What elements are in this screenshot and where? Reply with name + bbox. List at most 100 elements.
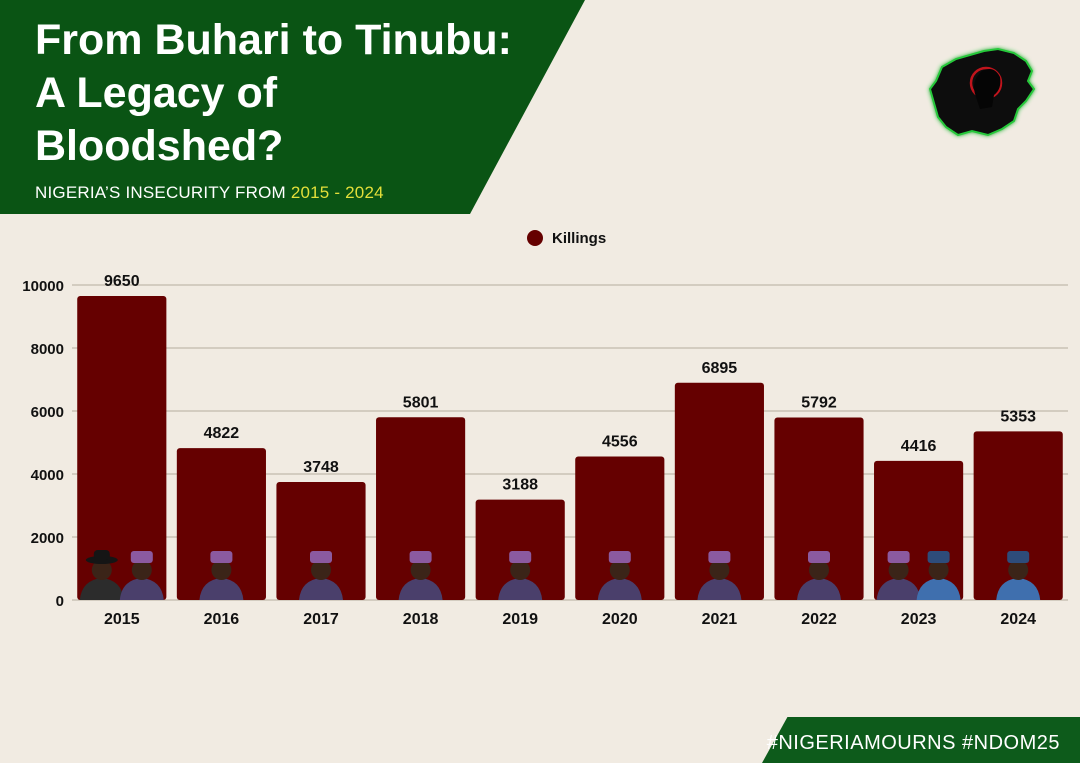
bar xyxy=(774,417,864,600)
data-label: 4556 xyxy=(602,433,638,450)
portrait-body xyxy=(597,578,642,600)
portrait-head xyxy=(211,560,232,580)
y-tick-label: 8000 xyxy=(31,341,64,358)
bar xyxy=(376,417,466,600)
bar xyxy=(874,460,964,600)
subtitle-prefix: NIGERIA’S INSECURITY FROM xyxy=(35,183,291,202)
data-label: 5353 xyxy=(1000,408,1036,425)
data-label: 9650 xyxy=(104,273,140,290)
y-tick-label: 4000 xyxy=(31,467,64,484)
portrait-head xyxy=(131,560,152,580)
portrait-body xyxy=(119,578,164,600)
data-label: 4416 xyxy=(901,438,937,455)
portrait-head xyxy=(609,560,630,580)
head-profile xyxy=(974,69,1001,109)
page-title: From Buhari to Tinubu: A Legacy of Blood… xyxy=(35,16,512,170)
legend-label: Killings xyxy=(552,230,606,247)
portrait-body xyxy=(498,578,543,600)
portrait-body xyxy=(697,578,742,600)
portrait-body xyxy=(199,578,244,600)
bar xyxy=(176,448,266,600)
x-tick-label: 2017 xyxy=(303,611,339,628)
bar xyxy=(276,481,366,600)
x-tick-label: 2015 xyxy=(104,611,140,628)
portrait-cap xyxy=(887,551,910,563)
y-tick-label: 2000 xyxy=(31,530,64,547)
data-label: 3748 xyxy=(303,459,339,476)
killings-bar-chart: Killings 0 2000 4000 6000 8000 10000 9650 4822… xyxy=(22,230,1068,628)
bar xyxy=(575,456,665,600)
portrait-cap xyxy=(509,551,532,563)
y-axis: 0 2000 4000 6000 8000 10000 xyxy=(22,278,64,610)
x-tick-label: 2021 xyxy=(702,611,738,628)
portrait-cap xyxy=(409,551,432,563)
portrait-body xyxy=(876,578,921,600)
portrait-buhari xyxy=(797,551,841,600)
portrait-body xyxy=(916,578,961,600)
bar xyxy=(475,499,565,600)
portrait-head xyxy=(809,560,829,580)
portrait-head xyxy=(510,560,531,580)
portrait-buhari xyxy=(119,551,164,600)
x-tick-label: 2024 xyxy=(1000,611,1036,628)
portrait-head xyxy=(91,560,112,580)
portrait-cap xyxy=(130,551,153,563)
chart-bars xyxy=(77,296,1063,600)
portrait-buhari xyxy=(299,551,343,600)
banner-shape xyxy=(0,0,585,214)
portrait-jonathan xyxy=(79,550,124,600)
portrait-head xyxy=(311,560,331,580)
legend-swatch xyxy=(527,230,543,246)
page-subtitle: NIGERIA’S INSECURITY FROM 2015 - 2024 xyxy=(35,183,384,203)
portrait-buhari xyxy=(876,551,921,600)
portrait-body xyxy=(79,578,124,600)
title-box: From Buhari to Tinubu: A Legacy of Blood… xyxy=(35,14,575,173)
portrait-head xyxy=(928,560,949,580)
subtitle-years: 2015 - 2024 xyxy=(290,183,384,202)
portrait-head xyxy=(1008,560,1029,580)
y-tick-label: 0 xyxy=(56,593,64,610)
x-axis: 2015 2016 2017 2018 2019 2020 2021 2022 2023 2024 xyxy=(104,611,1036,628)
data-label: 6895 xyxy=(702,360,738,377)
data-label: 5792 xyxy=(801,395,837,412)
data-label: 4822 xyxy=(204,425,240,442)
portrait-tinubu xyxy=(996,551,1041,600)
bar xyxy=(77,296,167,600)
x-tick-label: 2018 xyxy=(403,611,439,628)
portrait-head xyxy=(410,560,431,580)
data-label: 5801 xyxy=(403,394,439,411)
portraits xyxy=(79,550,1041,600)
bar xyxy=(674,382,764,600)
portrait-cap xyxy=(608,551,631,563)
portrait-tinubu xyxy=(916,551,961,600)
portrait-cap xyxy=(310,551,332,563)
portrait-head xyxy=(709,560,730,580)
nigeria-map-silhouette-icon xyxy=(928,47,1036,137)
data-labels: 9650 4822 3748 5801 3188 4556 6895 5792 4416 5353 xyxy=(104,273,1036,494)
portrait-body xyxy=(797,578,841,600)
portrait-body xyxy=(299,578,343,600)
portrait-body xyxy=(398,578,443,600)
bar xyxy=(973,431,1063,600)
portrait-buhari xyxy=(199,551,244,600)
portrait-head xyxy=(888,560,909,580)
portrait-buhari xyxy=(597,551,642,600)
portrait-cap xyxy=(927,551,950,563)
portrait-buhari xyxy=(498,551,543,600)
portrait-body xyxy=(996,578,1041,600)
x-tick-label: 2022 xyxy=(801,611,837,628)
portrait-cap xyxy=(708,551,731,563)
x-tick-label: 2020 xyxy=(602,611,638,628)
footer-hashtags: #NIGERIAMOURNS #NDOM25 xyxy=(766,732,1060,754)
x-tick-label: 2019 xyxy=(502,611,538,628)
footer-hashtag-bar xyxy=(762,717,1080,763)
x-tick-label: 2016 xyxy=(204,611,240,628)
portrait-cap xyxy=(210,551,233,563)
portrait-buhari xyxy=(697,551,742,600)
portrait-cap xyxy=(808,551,830,563)
portrait-hat-crown xyxy=(93,550,110,560)
data-label: 3188 xyxy=(502,477,538,494)
portrait-buhari xyxy=(398,551,443,600)
y-tick-label: 6000 xyxy=(31,404,64,421)
x-tick-label: 2023 xyxy=(901,611,937,628)
